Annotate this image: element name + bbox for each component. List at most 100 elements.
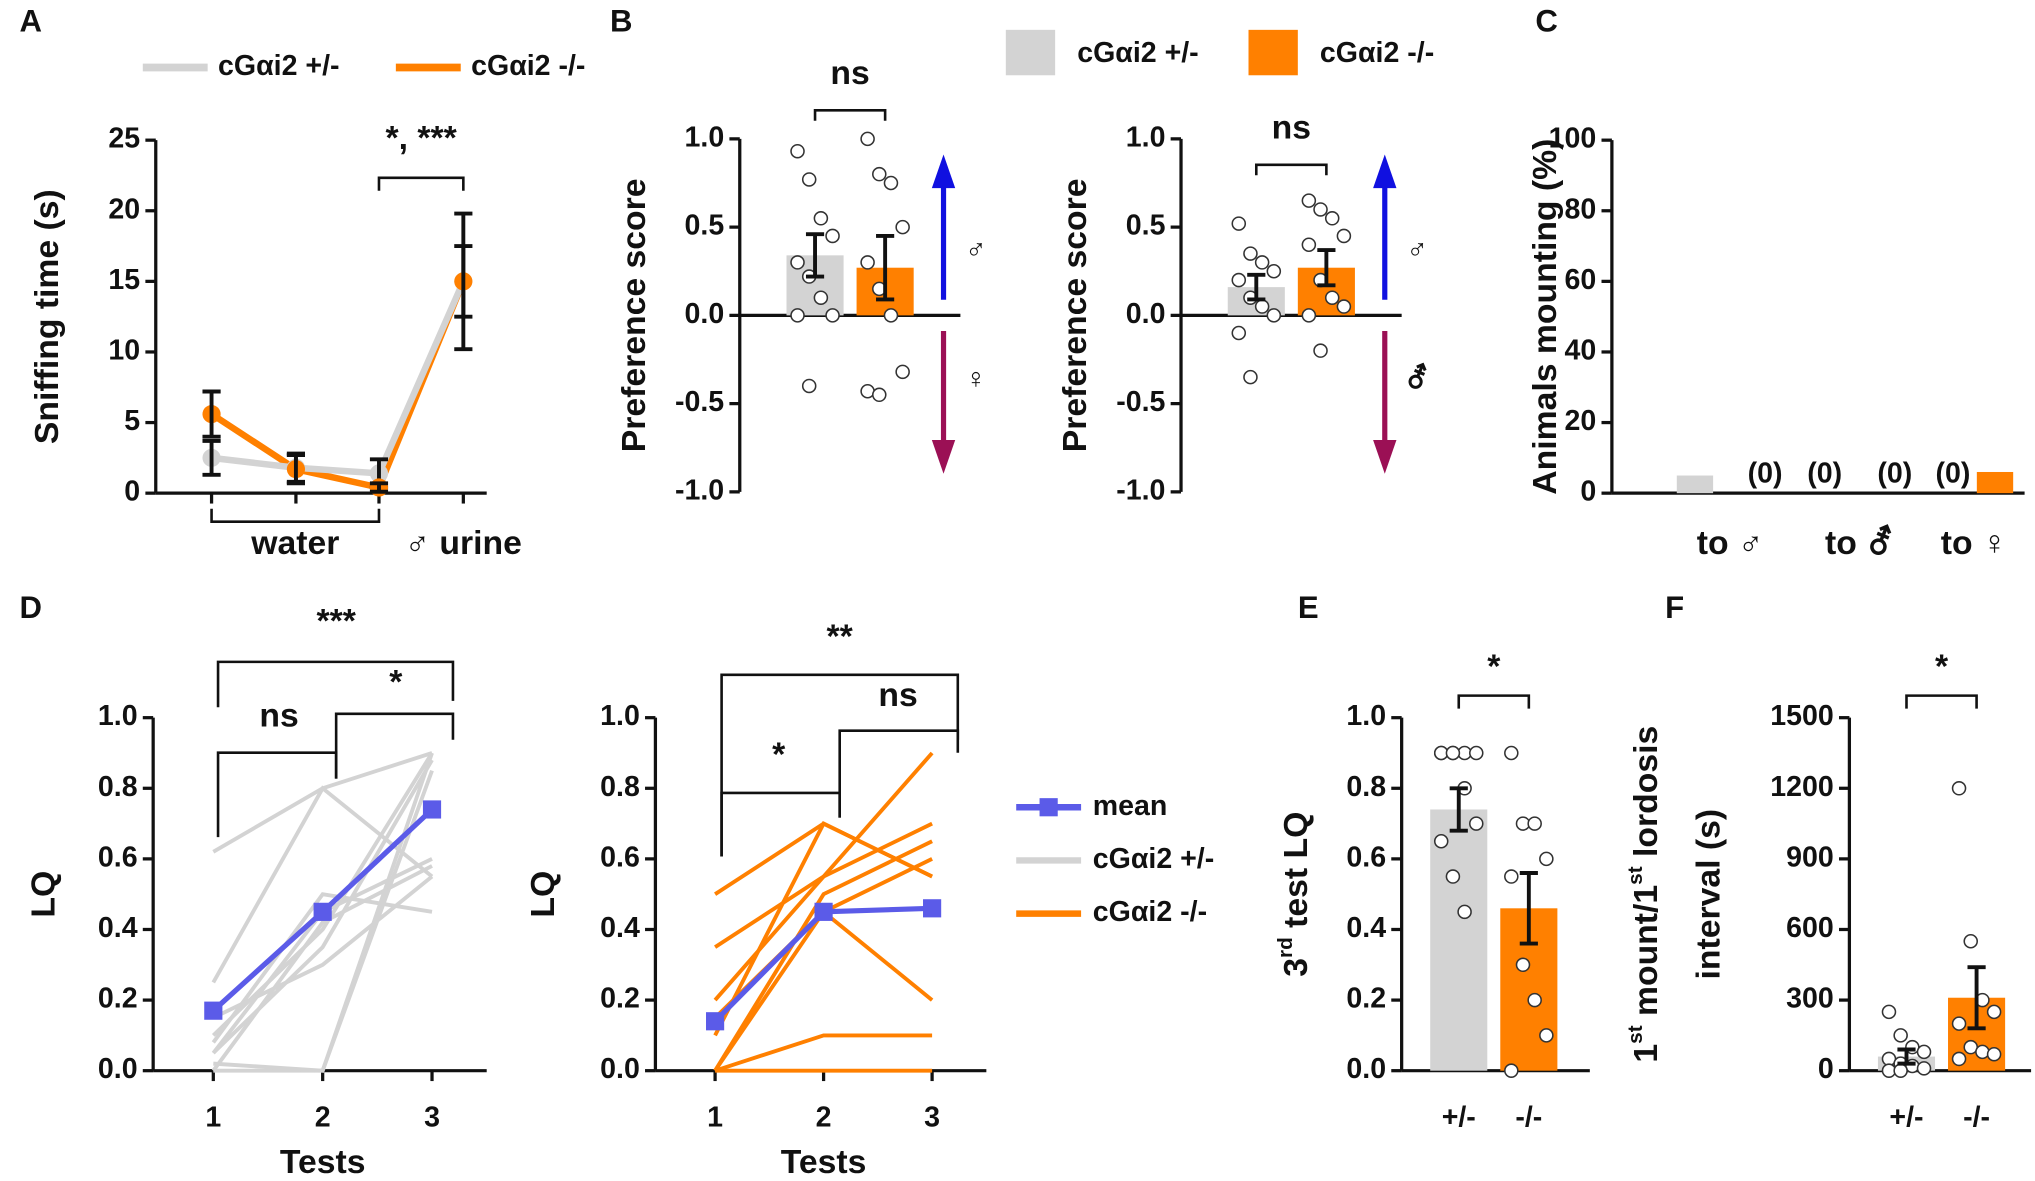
legend-label: cGαi2 -/- xyxy=(1093,896,1207,928)
individual-line xyxy=(211,759,434,1055)
y-axis-label-part: 1 xyxy=(1627,1044,1665,1063)
data-point xyxy=(790,255,805,270)
x-tick-label: 2 xyxy=(315,1101,331,1133)
data-point xyxy=(1527,992,1542,1008)
x-tick-label: to ⚦ xyxy=(1825,523,1894,562)
bracket xyxy=(1254,163,1328,176)
y-axis-label-part: lordosis xyxy=(1627,726,1665,867)
data-point xyxy=(1231,325,1247,341)
y-axis-label: interval (s) xyxy=(1689,809,1727,980)
x-axis-label: Tests xyxy=(280,1143,366,1181)
panel-letter: E xyxy=(1298,590,1319,625)
value-label: (0) xyxy=(1936,458,1971,490)
y-axis-label: LQ xyxy=(24,871,62,918)
data-point xyxy=(1254,299,1270,314)
symbol: ⚦ xyxy=(1405,362,1429,395)
error-bar xyxy=(286,453,306,486)
data-point xyxy=(790,143,805,159)
y-axis-label-part: mount/1 xyxy=(1627,885,1665,1026)
data-point xyxy=(1539,1028,1554,1043)
y-tick-label: 0.0 xyxy=(600,1053,640,1085)
data-point xyxy=(1313,202,1328,217)
annotation: ns xyxy=(878,676,917,714)
symbol: ♂ xyxy=(965,233,986,265)
error-bar xyxy=(805,232,825,279)
data-point xyxy=(1445,869,1461,884)
mean-marker xyxy=(923,899,942,918)
y-tick-label: 80 xyxy=(1565,193,1597,225)
panel-letter: B xyxy=(610,4,632,39)
x-group-label: ♂ urine xyxy=(405,524,522,562)
annotation: ns xyxy=(259,697,298,735)
error-bar xyxy=(1449,786,1468,833)
data-point xyxy=(895,219,910,235)
x-tick-label: 1 xyxy=(707,1101,723,1133)
symbol: ♀ xyxy=(965,363,986,395)
y-tick-label: 10 xyxy=(108,335,140,367)
y-tick-label: 300 xyxy=(1786,983,1834,1015)
y-tick-label: 0.8 xyxy=(600,771,640,803)
legend-label: mean xyxy=(1093,790,1168,822)
legend-marker xyxy=(1039,798,1058,817)
bracket xyxy=(1457,694,1531,709)
error-bar xyxy=(1247,272,1266,302)
error-bar xyxy=(1317,248,1336,288)
value-label: (0) xyxy=(1877,458,1912,490)
y-tick-label: 20 xyxy=(108,193,140,225)
error-bar xyxy=(1897,1047,1916,1066)
x-tick-label: 3 xyxy=(924,1101,940,1133)
data-point xyxy=(1504,745,1519,761)
y-tick-label: 1.0 xyxy=(600,700,640,732)
y-tick-label: 1500 xyxy=(1770,700,1834,732)
bar xyxy=(1976,471,2014,494)
individual-line xyxy=(713,820,933,1037)
y-tick-label: 0.2 xyxy=(600,983,640,1015)
y-axis-label: 1st mount/1st lordosis xyxy=(1624,726,1665,1063)
data-point xyxy=(1986,1004,2002,1020)
panel-letter: A xyxy=(19,4,41,39)
data-point xyxy=(1445,745,1461,761)
arrow-head xyxy=(1373,439,1397,474)
x-tick-label: -/- xyxy=(1515,1101,1542,1133)
y-tick-label: -1.0 xyxy=(675,474,724,506)
panel-letter: D xyxy=(19,590,41,625)
data-point xyxy=(1469,745,1484,761)
bracket xyxy=(813,109,887,121)
y-tick-label: 1.0 xyxy=(685,121,725,153)
x-tick-label: +/- xyxy=(1889,1101,1923,1133)
individual-line xyxy=(212,875,434,1020)
y-tick-label: 1200 xyxy=(1770,771,1834,803)
data-point xyxy=(1504,1063,1519,1078)
y-tick-label: 0.8 xyxy=(98,771,138,803)
y-axis-label-part: st xyxy=(1624,866,1647,885)
y-tick-label: 0.8 xyxy=(1346,771,1386,803)
error-bar xyxy=(202,438,221,477)
individual-line xyxy=(714,1033,933,1073)
y-tick-label: 0.5 xyxy=(1126,210,1166,242)
error-bar xyxy=(1967,965,1986,1031)
y-tick-label: 0.6 xyxy=(600,841,640,873)
error-bar xyxy=(876,233,895,302)
y-tick-label: 40 xyxy=(1565,335,1597,367)
data-point xyxy=(1313,343,1328,358)
y-tick-label: 1.0 xyxy=(1346,700,1386,732)
data-point xyxy=(883,175,899,191)
mean-marker xyxy=(814,902,833,921)
annotation: ** xyxy=(827,617,854,655)
data-point xyxy=(1243,246,1258,261)
x-axis-label: Tests xyxy=(781,1143,867,1181)
data-point xyxy=(790,308,805,323)
data-point xyxy=(1336,299,1352,314)
data-point xyxy=(1231,272,1247,288)
y-tick-label: 0.6 xyxy=(98,841,138,873)
series-line xyxy=(209,280,467,492)
error-bar xyxy=(202,389,221,439)
data-point xyxy=(1254,255,1270,270)
data-point xyxy=(1266,263,1282,279)
data-point xyxy=(1963,933,1979,949)
data-point xyxy=(801,378,817,394)
x-tick-label: to ♀ xyxy=(1941,524,2008,562)
annotation: *** xyxy=(316,602,356,640)
x-group-label: water xyxy=(250,524,339,562)
